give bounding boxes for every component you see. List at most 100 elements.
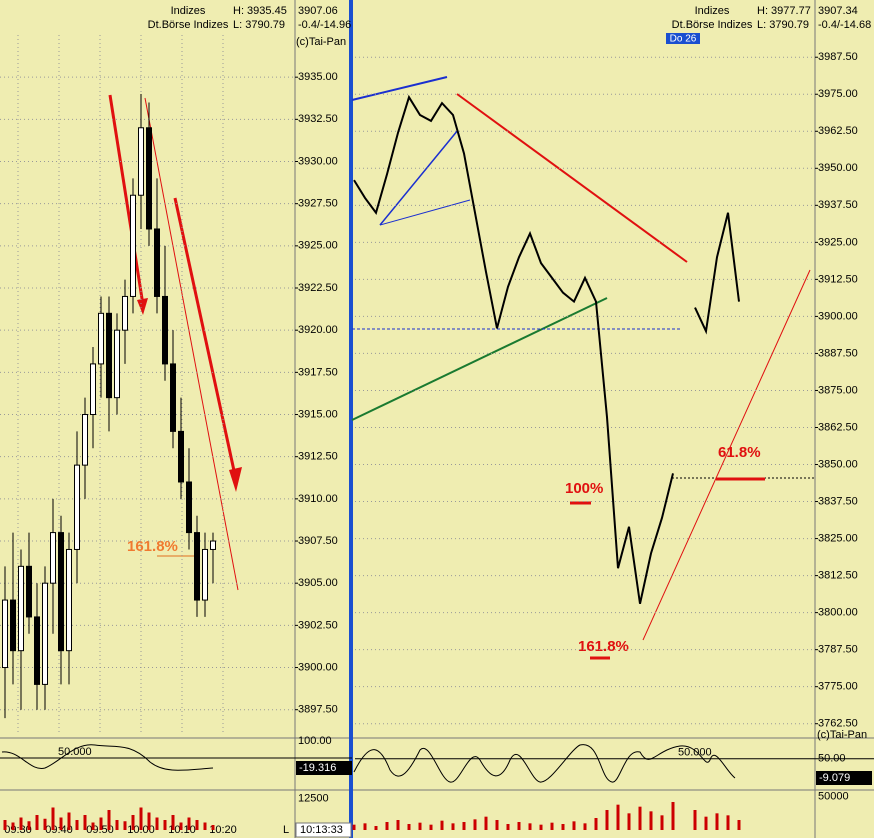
header: Dt.Börse Indizes [672,19,753,31]
volume-bar [203,822,207,830]
volume-bar [163,820,167,830]
y-tick-label: 3920.00 [298,324,338,336]
last-price: 3907.06 [298,5,338,17]
volume-bar [462,822,466,830]
volume-bar [59,817,63,830]
candle-body [146,127,152,230]
clock: 10:13:33 [300,824,343,836]
volume-bar [195,820,199,830]
osc-current: -9.079 [819,772,850,784]
volume-bar [429,824,433,830]
y-tick-label: 3912.50 [818,273,858,285]
volume-bar [147,812,151,830]
volume-bar [649,811,653,830]
candle-body [74,464,80,550]
candle-body [170,363,176,432]
y-tick-label: 3915.00 [298,408,338,420]
candle-body [130,194,136,297]
volume-bar [179,822,183,830]
trend-line [456,93,688,263]
volume-bar [561,824,565,830]
change: -0.4/-14.96 [298,19,351,31]
oscillator-line [1,744,214,771]
volume-bar [550,822,554,830]
volume-bar [539,824,543,830]
oscillator-line [353,744,736,783]
header: Dt.Börse Indizes [148,19,229,31]
volume-bar [171,815,175,830]
y-tick-label: 3812.50 [818,570,858,582]
y-tick-label: 3787.50 [818,644,858,656]
osc-level-label: 50.000 [58,746,92,758]
trend-arrow [173,197,238,481]
volume-bar [473,819,477,830]
annotation: 61.8% [718,444,761,461]
volume-bar [671,802,675,830]
y-tick-label: 3962.50 [818,125,858,137]
y-tick-label: 3922.50 [298,282,338,294]
arrow-head [137,298,148,315]
candle-body [2,599,8,669]
source: (c)Tai-Pan [817,729,867,741]
candle-body [42,582,48,685]
high-label: H: 3977.77 [757,5,811,17]
y-tick-label: 3800.00 [818,607,858,619]
candle-body [26,565,32,618]
volume-bar [517,822,521,830]
trend-line [351,76,448,101]
volume-bar [594,818,598,830]
x-tick-label: 09:30 [4,824,32,836]
y-tick-label: 3775.00 [818,681,858,693]
volume-bar [374,826,378,830]
candle-body [154,228,160,297]
y-tick-label: 3762.50 [818,718,858,730]
candle-body [90,363,96,416]
volume-bar [528,823,532,830]
volume-bar [99,817,103,830]
volume-bar [43,818,47,830]
candle-body [114,329,120,399]
volume-bar [363,823,367,830]
volume-bar [627,813,631,830]
source: (c)Tai-Pan [296,36,346,48]
volume-bar [67,812,71,830]
volume-bar [83,815,87,830]
y-tick-label: 3912.50 [298,451,338,463]
x-tick-label: 10:20 [209,824,237,836]
low-label: L: 3790.79 [757,19,809,31]
arrow-head [229,467,242,492]
header: Indizes [695,5,730,17]
osc-current: -19.316 [299,762,336,774]
y-tick-label: 3837.50 [818,495,858,507]
candle-body [138,127,144,196]
volume-bar [51,807,55,830]
header: Indizes [171,5,206,17]
candle-body [122,295,128,331]
candle-body [50,532,56,584]
osc-tick-label: 100.00 [298,735,332,747]
trend-line [351,297,608,421]
volume-bar [616,804,620,830]
y-tick-label: 3917.50 [298,366,338,378]
volume-bar [27,821,31,830]
volume-bar [638,806,642,830]
volume-bar [155,817,159,830]
y-tick-label: 3900.00 [298,661,338,673]
volume-bar [35,815,39,830]
candle-body [98,312,104,365]
y-tick-label: 3930.00 [298,155,338,167]
value-box [816,771,872,785]
volume-tick-label: 50000 [818,791,849,803]
trend-line [379,129,459,226]
y-tick-label: 3825.00 [818,532,858,544]
y-tick-label: 3862.50 [818,421,858,433]
volume-bar [715,813,719,830]
y-tick-label: 3925.00 [298,240,338,252]
trend-line [642,269,811,641]
annotation: 161.8% [578,638,629,655]
volume-bar [131,815,135,830]
volume-bar [211,825,215,830]
volume-bar [418,822,422,830]
volume-bar [139,807,143,830]
